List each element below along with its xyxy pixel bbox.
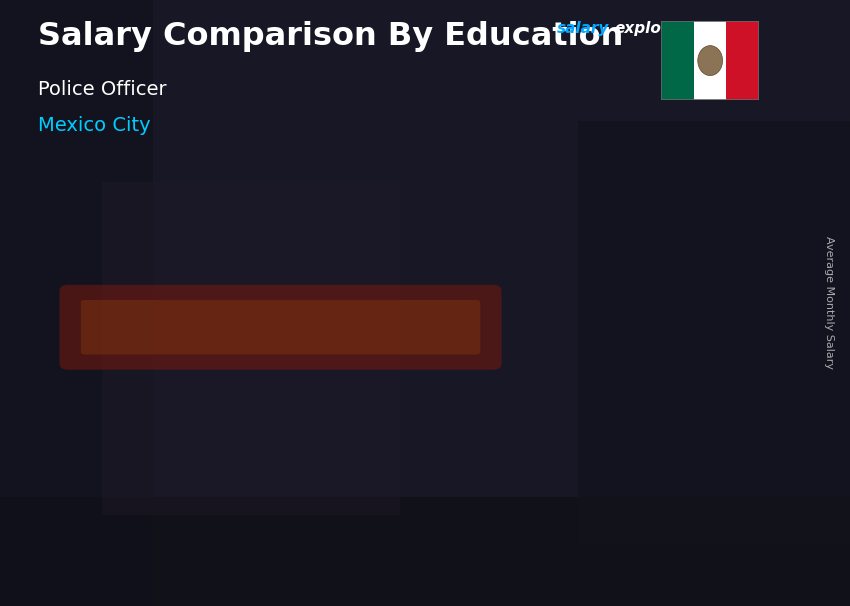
Polygon shape (116, 373, 240, 379)
Polygon shape (613, 136, 717, 527)
Text: Average Monthly Salary: Average Monthly Salary (824, 236, 834, 370)
Polygon shape (116, 379, 220, 527)
Polygon shape (364, 285, 488, 295)
FancyBboxPatch shape (81, 300, 480, 355)
Text: 15,500 MXN: 15,500 MXN (0, 355, 105, 373)
Polygon shape (717, 121, 737, 527)
Text: 24,300 MXN: 24,300 MXN (245, 271, 354, 289)
Bar (578, 121, 850, 545)
Text: explorer: explorer (615, 21, 687, 36)
Polygon shape (469, 285, 488, 527)
Text: .com: .com (678, 21, 719, 36)
Text: 40,800 MXN: 40,800 MXN (752, 113, 850, 131)
Bar (727, 21, 759, 100)
Text: Police Officer: Police Officer (38, 80, 167, 99)
Bar (0, 0, 153, 606)
Polygon shape (613, 121, 737, 136)
Bar (694, 21, 727, 100)
Text: Salary Comparison By Education: Salary Comparison By Education (38, 21, 624, 52)
Bar (661, 21, 694, 100)
Circle shape (698, 45, 722, 76)
Bar (102, 182, 400, 515)
Text: salary: salary (557, 21, 609, 36)
Bar (0, 497, 850, 606)
Text: Mexico City: Mexico City (38, 116, 151, 135)
Text: Certificate or
Diploma: Certificate or Diploma (367, 551, 485, 590)
Polygon shape (220, 373, 240, 527)
Text: High School: High School (124, 551, 231, 569)
FancyBboxPatch shape (60, 285, 502, 370)
Text: +68%: +68% (482, 76, 581, 105)
Polygon shape (364, 295, 469, 527)
Text: Bachelor's
Degree: Bachelor's Degree (628, 551, 722, 590)
Text: +57%: +57% (233, 236, 332, 265)
